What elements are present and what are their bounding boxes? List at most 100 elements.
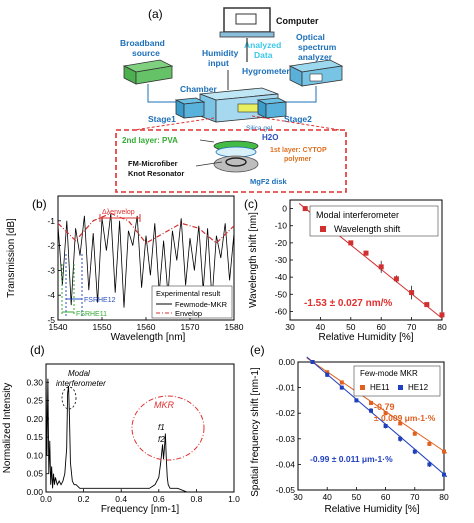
- y-tick-label: -0.05: [276, 485, 296, 495]
- modal-circle: [61, 386, 77, 410]
- data-point: [363, 250, 369, 256]
- x-tick-label: 40: [316, 322, 326, 332]
- x-tick-label: 1570: [181, 322, 200, 332]
- mkr-label: MKR: [154, 400, 175, 410]
- legend-swatch-he12: [398, 385, 403, 390]
- plot-b-ylabel: Transmission [dB]: [6, 218, 17, 298]
- data-point-he12: [383, 424, 388, 428]
- data-point: [439, 312, 445, 318]
- legend-swatch-wavelength: [320, 226, 326, 232]
- x-tick-label: 80: [437, 322, 447, 332]
- computer-base: [219, 31, 275, 38]
- data-point-he11: [325, 370, 330, 375]
- pva-label: 2nd layer: PVA: [122, 136, 178, 145]
- osa-label-1: Optical: [296, 32, 325, 42]
- x-tick-label: 0.6: [153, 494, 165, 504]
- legend-envelop-label: Envelop: [175, 309, 202, 318]
- x-tick-label: 50: [346, 322, 356, 332]
- plot-d-ylabel: Normalized Intensity: [2, 383, 13, 474]
- y-tick-label: -1: [47, 216, 55, 226]
- data-point-he12: [427, 462, 432, 467]
- stage1-label: Stage1: [148, 114, 176, 124]
- plot-e-slope1-b: ± 0.009 μm-1·%: [374, 413, 436, 423]
- plot-e-legend-title: Few-mode MKR: [360, 369, 418, 378]
- data-point: [378, 264, 384, 270]
- y-tick-label: -30: [275, 255, 288, 265]
- y-tick-label: -4: [47, 290, 55, 300]
- plot-c-slope: -1.53 ± 0.027 nm/%: [304, 298, 392, 309]
- h2o-label: H2O: [262, 133, 278, 142]
- plot-c-legend: [309, 205, 439, 237]
- x-tick-label: 1580: [225, 322, 244, 332]
- data-point-he12: [442, 472, 446, 477]
- fsr1-label: FSRHE12: [84, 297, 116, 304]
- x-tick-label: 30: [293, 492, 303, 502]
- silica-gel-label: Silica gel: [246, 125, 273, 132]
- osa-label-2: spectrum: [298, 42, 337, 52]
- y-tick-label: 0.00: [278, 357, 295, 367]
- spectrum-line: [45, 371, 234, 493]
- x-tick-label: 60: [376, 322, 386, 332]
- modal-label-2: interferometer: [56, 379, 106, 388]
- inset-pointer-left: [133, 117, 215, 131]
- broadband-label-2: source: [132, 48, 160, 58]
- y-tick-label: -5: [47, 315, 55, 325]
- plot-e-xlabel: Relative Humidity [%]: [324, 504, 419, 515]
- chamber-label: Chamber: [180, 84, 218, 94]
- y-tick-label: -0.04: [276, 459, 296, 469]
- y-tick-label: 0.00: [26, 487, 43, 497]
- hygrometer-label: Hygrometer: [242, 66, 290, 76]
- data-point-he11: [383, 411, 388, 416]
- plot-e-slope2: -0.99 ± 0.011 μm-1·%: [310, 454, 393, 464]
- plot-c-legend-title: Modal interferometer: [316, 210, 399, 220]
- y-tick-label: 0.20: [26, 414, 43, 424]
- data-point-he11: [398, 421, 403, 426]
- x-tick-label: 80: [439, 492, 449, 502]
- mkr-circle: [131, 395, 205, 461]
- legend-he11-label: HE11: [370, 383, 390, 392]
- computer-screen-icon: [235, 13, 257, 25]
- y-tick-label: -60: [275, 306, 288, 316]
- x-tick-label: 1550: [93, 322, 112, 332]
- stage2-front: [265, 101, 287, 119]
- osa-label-3: analyzer: [298, 52, 333, 62]
- data-point-he11: [427, 441, 432, 446]
- humidity-input-label-2: input: [208, 58, 229, 68]
- mgf2-disk-shape: [213, 155, 259, 173]
- y-tick-label: -20: [275, 238, 288, 248]
- x-tick-label: 1560: [137, 322, 156, 332]
- data-point-he12: [369, 408, 373, 413]
- data-point-he12: [325, 372, 330, 377]
- y-tick-label: -10: [275, 221, 288, 231]
- y-tick-label: 0.25: [26, 396, 43, 406]
- fit-line-he11: [306, 357, 448, 454]
- legend-swatch-he11: [360, 385, 365, 390]
- series-line-fewmode-mkr: [57, 213, 235, 308]
- mgf2-label: MgF2 disk: [250, 177, 288, 186]
- analyzed-label-1: Analyzed: [244, 40, 281, 50]
- panel-c: (c) 30 40 50 60 70 80 0 -10 -20 -30 -40 -50 -60 Rela…: [244, 197, 447, 343]
- plot-b-ticks: 1540 1550 1560 1570 1580 -1 -2 -3 -4 -5: [47, 216, 243, 332]
- panel-a-label: (a): [148, 7, 163, 21]
- y-tick-label: -50: [275, 289, 288, 299]
- plot-e-ticks: 30 40 50 60 70 80 0.00 -0.01 -0.02 -0.03 -0.04 -0.0…: [276, 357, 449, 502]
- data-point-he12: [398, 436, 403, 441]
- fm-label-1: FM-Microfiber: [128, 159, 178, 168]
- plot-e-series: [306, 356, 448, 478]
- stage2-label: Stage2: [284, 114, 312, 124]
- x-tick-label: 1.0: [228, 494, 240, 504]
- plot-d-frame: [45, 363, 235, 493]
- y-tick-label: -3: [47, 265, 55, 275]
- plot-e-legend: [353, 365, 441, 397]
- plot-d-xlabel: Frequency [nm-1]: [101, 504, 180, 515]
- pva-pointer: [199, 139, 215, 143]
- x-tick-label: 40: [322, 492, 332, 502]
- x-tick-label: 30: [285, 322, 295, 332]
- y-tick-label: 0.15: [26, 432, 43, 442]
- plot-b-xlabel: Wavelength [nm]: [111, 332, 186, 343]
- panel-e: (e) 30 40 50 60 70 80 0.00 -0.01 -0.02 -0.03 -0.04…: [250, 343, 449, 515]
- data-point-he11: [442, 449, 446, 454]
- osa-screen-icon: [309, 73, 323, 82]
- fm-pointer: [195, 161, 223, 167]
